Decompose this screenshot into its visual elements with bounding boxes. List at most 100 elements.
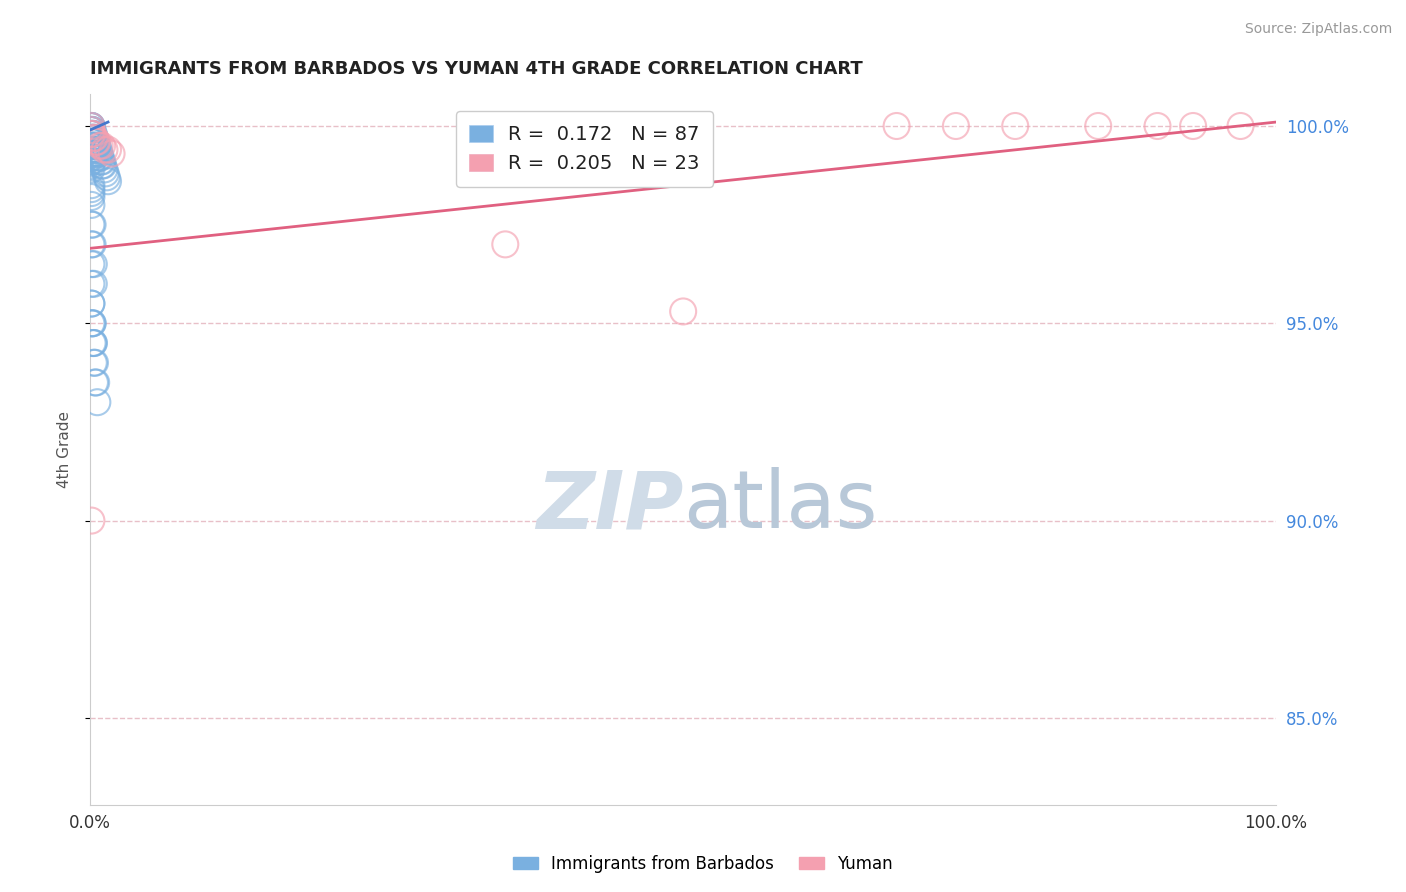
Point — [80, 316, 103, 330]
Point — [1146, 119, 1168, 133]
Point — [80, 135, 103, 149]
Legend: R =  0.172   N = 87, R =  0.205   N = 23: R = 0.172 N = 87, R = 0.205 N = 23 — [456, 112, 713, 187]
Point — [1182, 119, 1205, 133]
Point — [84, 146, 107, 161]
Point — [82, 237, 104, 252]
Point — [82, 143, 104, 157]
Point — [80, 127, 103, 141]
Point — [80, 154, 103, 169]
Point — [80, 119, 103, 133]
Point — [80, 146, 103, 161]
Point — [82, 154, 104, 169]
Point — [80, 237, 103, 252]
Y-axis label: 4th Grade: 4th Grade — [58, 411, 72, 488]
Point — [91, 154, 114, 169]
Point — [80, 257, 103, 271]
Point — [82, 218, 104, 232]
Point — [82, 123, 104, 137]
Point — [494, 237, 516, 252]
Point — [91, 158, 114, 172]
Point — [80, 182, 103, 196]
Point — [82, 135, 104, 149]
Point — [84, 135, 107, 149]
Point — [83, 131, 105, 145]
Point — [86, 138, 108, 153]
Point — [80, 138, 103, 153]
Point — [80, 127, 103, 141]
Point — [83, 138, 105, 153]
Point — [945, 119, 967, 133]
Point — [1087, 119, 1109, 133]
Point — [82, 316, 104, 330]
Point — [84, 143, 107, 157]
Point — [80, 218, 103, 232]
Point — [84, 138, 107, 153]
Point — [87, 143, 110, 157]
Point — [97, 174, 120, 188]
Point — [886, 119, 908, 133]
Point — [89, 138, 111, 153]
Point — [97, 143, 120, 157]
Point — [80, 138, 103, 153]
Point — [82, 127, 104, 141]
Point — [80, 123, 103, 137]
Point — [82, 316, 104, 330]
Point — [83, 257, 105, 271]
Point — [86, 395, 108, 409]
Point — [84, 138, 107, 153]
Point — [80, 135, 103, 149]
Point — [84, 143, 107, 157]
Point — [80, 190, 103, 204]
Point — [83, 356, 105, 370]
Point — [82, 131, 104, 145]
Text: ZIP: ZIP — [536, 467, 683, 545]
Point — [1229, 119, 1251, 133]
Point — [86, 143, 108, 157]
Point — [80, 277, 103, 291]
Point — [80, 158, 103, 172]
Point — [80, 198, 103, 212]
Point — [80, 119, 103, 133]
Point — [672, 304, 695, 318]
Point — [84, 131, 107, 145]
Point — [80, 123, 103, 137]
Point — [80, 127, 103, 141]
Point — [80, 119, 103, 133]
Point — [83, 336, 105, 351]
Text: Source: ZipAtlas.com: Source: ZipAtlas.com — [1244, 22, 1392, 37]
Point — [83, 127, 105, 141]
Point — [80, 123, 103, 137]
Point — [91, 138, 114, 153]
Point — [84, 135, 107, 149]
Point — [80, 514, 103, 528]
Point — [87, 146, 110, 161]
Point — [83, 131, 105, 145]
Point — [80, 119, 103, 133]
Point — [80, 296, 103, 310]
Text: IMMIGRANTS FROM BARBADOS VS YUMAN 4TH GRADE CORRELATION CHART: IMMIGRANTS FROM BARBADOS VS YUMAN 4TH GR… — [90, 60, 863, 78]
Point — [84, 376, 107, 390]
Point — [93, 143, 115, 157]
Point — [96, 170, 118, 185]
Point — [1004, 119, 1026, 133]
Point — [80, 123, 103, 137]
Point — [84, 146, 107, 161]
Point — [80, 186, 103, 200]
Point — [82, 336, 104, 351]
Point — [80, 131, 103, 145]
Point — [80, 151, 103, 165]
Point — [94, 166, 117, 180]
Point — [93, 162, 115, 177]
Point — [80, 162, 103, 177]
Legend: Immigrants from Barbados, Yuman: Immigrants from Barbados, Yuman — [506, 848, 900, 880]
Point — [80, 131, 103, 145]
Point — [82, 146, 104, 161]
Point — [83, 146, 105, 161]
Point — [83, 135, 105, 149]
Point — [86, 146, 108, 161]
Point — [100, 146, 122, 161]
Point — [80, 178, 103, 193]
Point — [89, 146, 111, 161]
Point — [80, 143, 103, 157]
Point — [82, 151, 104, 165]
